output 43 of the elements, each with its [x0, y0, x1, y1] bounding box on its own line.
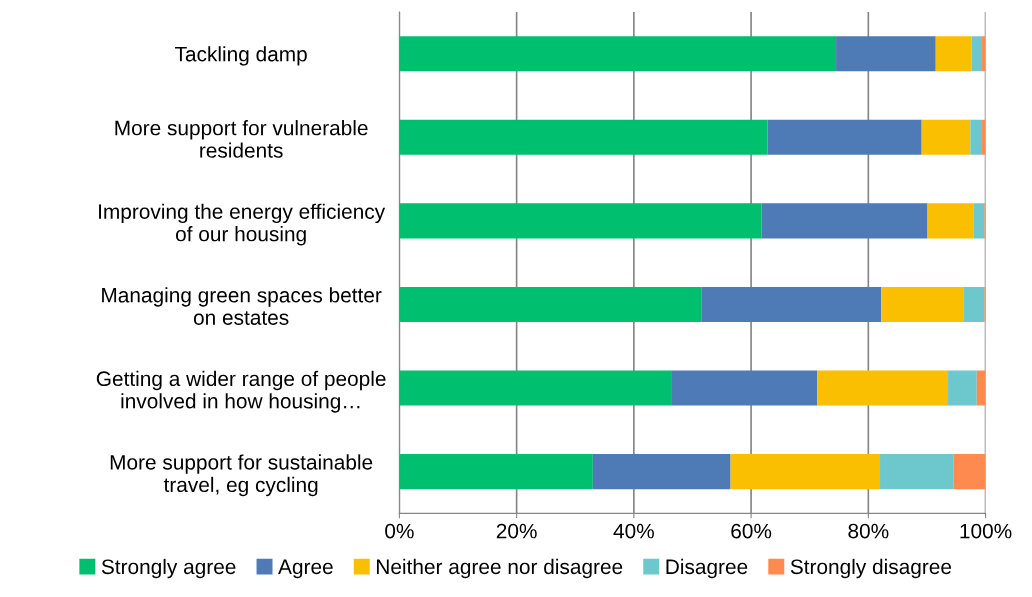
y-tick-label: Tackling damp [175, 46, 307, 66]
y-tick-label: More support for sustainable travel, eg cycling [110, 454, 373, 497]
bar [767, 119, 922, 155]
bar [880, 454, 954, 490]
bar [953, 454, 986, 490]
bar [948, 370, 977, 406]
bar [976, 370, 986, 406]
bar [970, 119, 983, 155]
bar [730, 454, 881, 490]
x-tick-label: 0% [385, 523, 414, 539]
bar [399, 119, 768, 155]
x-tick-label: 100% [960, 523, 1012, 539]
bar [399, 286, 702, 323]
legend-label: Agree [278, 559, 333, 579]
bar [971, 36, 983, 72]
bar [701, 286, 882, 323]
bar [973, 203, 985, 239]
y-tick-label: Getting a wider range of people involved in how housing… [96, 370, 386, 413]
legend-label: Disagree [666, 558, 748, 579]
y-tick-label: Managing green spaces better on estates [102, 287, 382, 325]
legend-label: Neither agree nor disagree [377, 558, 623, 579]
bar [399, 370, 672, 406]
x-tick-label: 20% [496, 523, 537, 539]
bar [761, 203, 928, 239]
x-tick-label: 80% [848, 523, 889, 539]
bar [399, 36, 837, 72]
bar [921, 119, 971, 155]
bar [927, 203, 974, 239]
y-tick-label: Improving the energy efficiency of our housing [99, 203, 386, 246]
bar [592, 454, 731, 490]
legend-label: Strongly agree [101, 558, 236, 579]
bar [399, 203, 762, 239]
bar [399, 454, 593, 490]
bar [881, 286, 964, 323]
bar [935, 36, 972, 72]
bar [836, 36, 936, 72]
bar [817, 370, 949, 406]
legend-label: Strongly disagree [790, 558, 952, 579]
y-tick-label: More support for vulnerable residents [115, 120, 368, 158]
bar [963, 286, 985, 323]
x-tick-label: 60% [731, 523, 772, 539]
bar [671, 370, 818, 406]
x-tick-label: 40% [613, 523, 654, 539]
